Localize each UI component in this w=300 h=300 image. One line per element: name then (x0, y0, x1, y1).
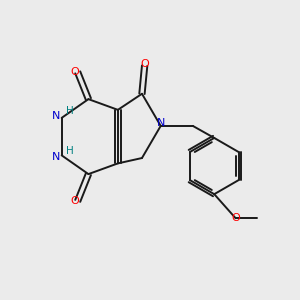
Text: O: O (71, 196, 80, 206)
Text: N: N (52, 111, 60, 121)
Text: N: N (52, 152, 60, 163)
Text: H: H (67, 146, 74, 155)
Text: N: N (157, 118, 165, 128)
Text: H: H (67, 106, 74, 116)
Text: O: O (140, 59, 149, 69)
Text: O: O (231, 213, 240, 223)
Text: O: O (71, 68, 80, 77)
